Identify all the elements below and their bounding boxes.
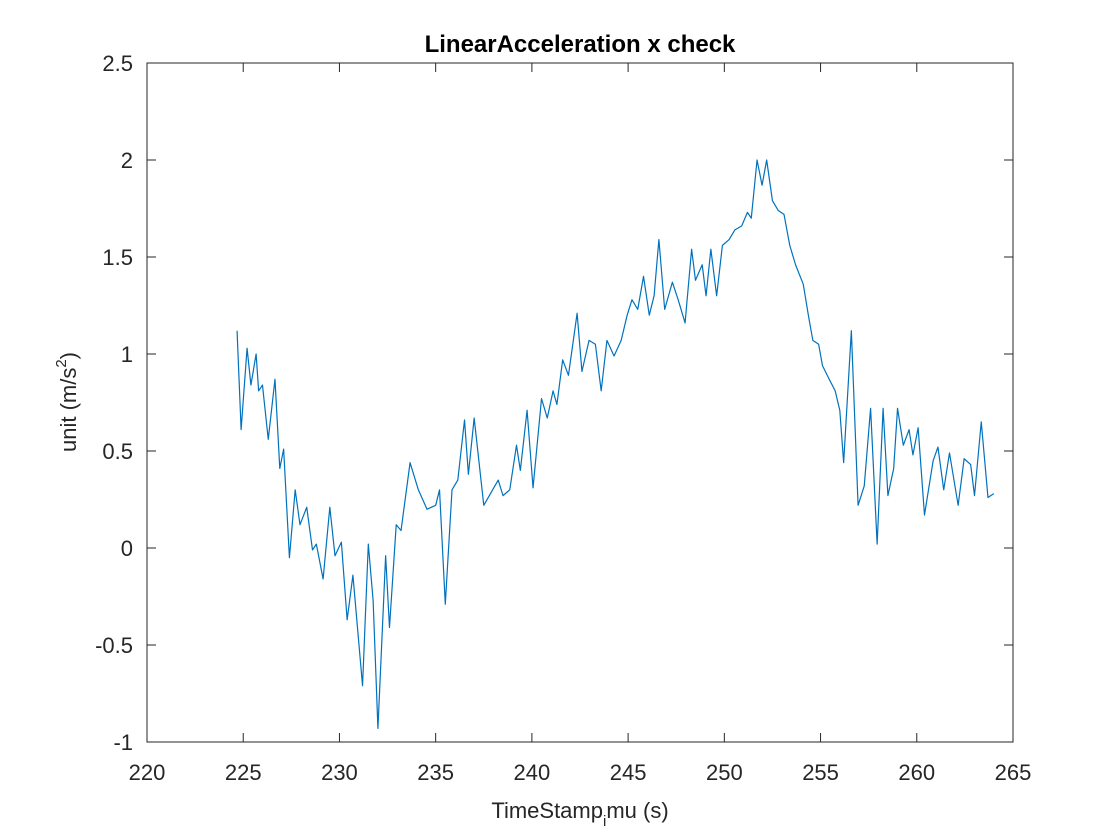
x-axis-label: TimeStampimu (s) bbox=[491, 798, 668, 830]
x-tick-label: 260 bbox=[898, 760, 935, 785]
x-label-part: mu (s) bbox=[606, 798, 668, 823]
y-axis-label: unit (m/s2) bbox=[53, 352, 81, 452]
data-line bbox=[236, 159, 995, 730]
x-tick-label: 240 bbox=[514, 760, 551, 785]
y-label-superscript: 2 bbox=[53, 359, 70, 367]
y-tick-label: 1 bbox=[121, 342, 133, 367]
y-tick-label: 1.5 bbox=[102, 245, 133, 270]
y-label-part: ) bbox=[56, 352, 81, 359]
y-tick-label: 2 bbox=[121, 148, 133, 173]
y-tick-label: -0.5 bbox=[95, 633, 133, 658]
y-tick-label: 0 bbox=[121, 536, 133, 561]
x-label-part: TimeStamp bbox=[491, 798, 603, 823]
x-tick-label: 265 bbox=[995, 760, 1032, 785]
x-tick-label: 230 bbox=[321, 760, 358, 785]
y-tick-label: 2.5 bbox=[102, 51, 133, 76]
x-tick-label: 220 bbox=[129, 760, 166, 785]
x-label-subscript: i bbox=[603, 813, 606, 830]
y-label-part: unit (m/s bbox=[56, 368, 81, 452]
x-tick-label: 255 bbox=[802, 760, 839, 785]
plot-box bbox=[146, 62, 1014, 743]
y-tick-label: -1 bbox=[113, 730, 133, 755]
x-tick-label: 250 bbox=[706, 760, 743, 785]
x-tick-label: 235 bbox=[417, 760, 454, 785]
x-tick-label: 245 bbox=[610, 760, 647, 785]
y-tick-label: 0.5 bbox=[102, 439, 133, 464]
x-tick-label: 225 bbox=[225, 760, 262, 785]
chart-title: LinearAcceleration x check bbox=[425, 31, 736, 58]
